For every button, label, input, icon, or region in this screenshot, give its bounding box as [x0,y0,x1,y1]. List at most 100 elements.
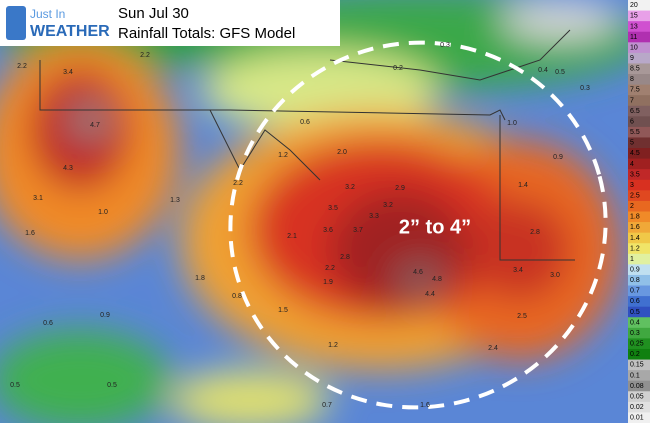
legend-label: 8.5 [630,66,640,73]
subtitle: Rainfall Totals: GFS Model [118,25,295,42]
legend-swatch [628,158,650,170]
legend-label: 0.4 [630,319,640,326]
legend-label: 1 [630,256,634,263]
map-value: 0.2 [393,65,403,72]
map-value: 1.9 [323,279,333,286]
map-value: 1.2 [278,152,288,159]
map-value: 0.9 [100,312,110,319]
legend-swatch [628,391,650,403]
map-value: 1.6 [420,402,430,409]
legend-label: 0.3 [630,330,640,337]
map-value: 2.1 [287,233,297,240]
legend-swatch [628,179,650,191]
legend-label: 0.9 [630,267,640,274]
map-value: 2.0 [337,149,347,156]
legend-swatch [628,52,650,64]
map-value: 1.0 [507,120,517,127]
legend-label: 20 [630,2,638,9]
legend-label: 5.5 [630,129,640,136]
legend-swatch [628,348,650,361]
legend-swatch [628,169,650,181]
legend-label: 0.8 [630,277,640,284]
legend: 20 15 13 11 10 9 8.5 8 7.5 7 6.5 6 5.5 5 4.5 4 3.5 3 2.5 2 1… [628,0,650,424]
legend-swatch [628,211,650,223]
legend-label: 2 [630,203,634,210]
map-value: 1.3 [170,197,180,204]
legend-swatch [628,401,650,413]
map-value: 3.4 [513,267,523,274]
legend-swatch [628,338,650,350]
legend-swatch [628,0,650,12]
legend-swatch [628,370,650,382]
map-value: 0.9 [553,154,563,161]
header-box [0,0,340,46]
legend-label: 0.7 [630,288,640,295]
logo-text: Just In [30,7,65,21]
legend-label: 7 [630,97,634,104]
legend-swatch [628,306,650,318]
map-value: 2.5 [517,313,527,320]
map-value: 0.6 [300,119,310,126]
legend-label: 7.5 [630,87,640,94]
legend-label: 1.6 [630,224,640,231]
logo-icon [6,6,26,40]
legend-label: 0.25 [630,341,644,348]
legend-label: 0.2 [630,351,640,358]
legend-swatch [628,42,650,54]
highlight-ring [228,40,608,410]
legend-label: 0.01 [630,415,644,422]
map-value: 0.7 [322,402,332,409]
legend-label: 0.02 [630,404,644,411]
legend-label: 2.5 [630,192,640,199]
legend-label: 0.5 [630,309,640,316]
legend-label: 1.2 [630,245,640,252]
legend-label: 10 [630,44,638,51]
map-value: 2.2 [325,265,335,272]
legend-swatch [628,243,650,255]
map-value: 0.5 [10,382,20,389]
legend-swatch [628,359,650,371]
legend-label: 4.5 [630,150,640,157]
map-value: 3.7 [353,227,363,234]
map-value: 4.6 [413,269,423,276]
legend-swatch [628,317,650,329]
map-value: 0.3 [440,42,450,49]
legend-label: 0.6 [630,298,640,305]
map-value: 3.3 [369,213,379,220]
legend-label: 13 [630,23,638,30]
legend-label: 3 [630,182,634,189]
legend-swatch [628,31,650,43]
legend-swatch [628,222,650,234]
logo-text: WEATHER [30,23,110,40]
legend-swatch [628,126,650,138]
legend-label: 1.8 [630,214,640,221]
map-value: 2.4 [488,345,498,352]
legend-swatch [628,253,650,265]
map-value: 1.4 [518,182,528,189]
map-value: 0.5 [107,382,117,389]
title: Sun Jul 30 [118,5,189,22]
legend-swatch [628,148,650,160]
legend-label: 4 [630,161,634,168]
map-value: 2.2 [233,180,243,187]
legend-swatch [628,274,650,287]
map-value: 4.8 [432,276,442,283]
legend-swatch [628,380,650,392]
legend-label: 11 [630,34,637,41]
legend-label: 0.08 [630,383,644,390]
map-value: 1.0 [98,209,108,216]
legend-swatch [628,116,650,128]
legend-swatch [628,412,650,424]
map-value: 4.3 [63,165,73,172]
legend-swatch [628,200,650,212]
map-value: 3.6 [323,227,333,234]
legend-label: 6 [630,118,634,125]
map-value: 2.2 [140,52,150,59]
map-value: 1.5 [278,307,288,314]
map-labels: 3.4 2.2 4.7 4.3 3.1 1.0 1.6 2.2 2.2 1.2 1.3 0.6 2.0 3… [10,42,590,409]
map-value: 1.2 [328,342,338,349]
legend-label: 9 [630,55,634,62]
legend-swatch [628,137,650,149]
legend-swatch [628,285,650,297]
